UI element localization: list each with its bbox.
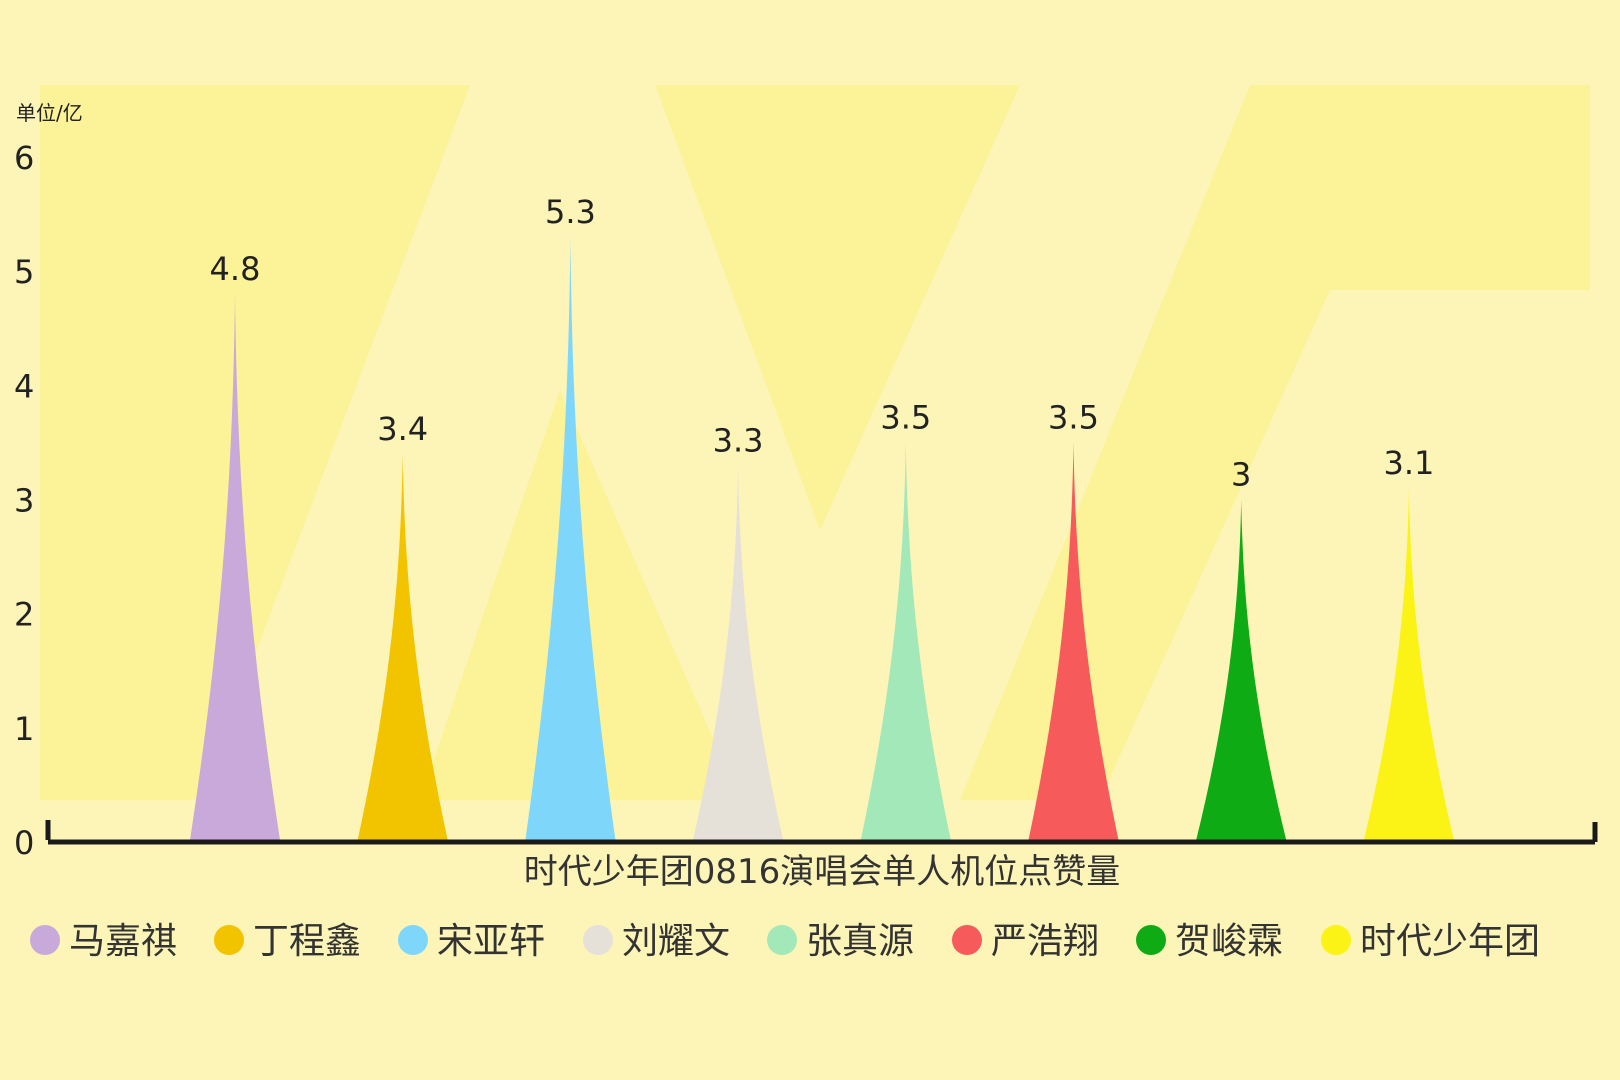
legend-item: 刘耀文 bbox=[583, 921, 730, 962]
y-tick-label: 1 bbox=[14, 710, 34, 748]
y-tick-label: 0 bbox=[14, 824, 34, 862]
spike-series bbox=[190, 236, 1454, 840]
legend-swatch bbox=[30, 925, 60, 955]
spike-mark bbox=[1363, 488, 1454, 840]
legend: 马嘉祺 丁程鑫 宋亚轩 刘耀文 张真源 严浩翔 贺峻霖 时代少年团 bbox=[30, 921, 1540, 962]
y-tick-label: 5 bbox=[14, 253, 34, 291]
data-label: 4.8 bbox=[210, 250, 261, 288]
y-tick-label: 4 bbox=[14, 367, 34, 405]
spike-mark bbox=[1196, 499, 1287, 840]
y-tick-label: 3 bbox=[14, 482, 34, 520]
spike-mark bbox=[1028, 442, 1119, 840]
data-label: 3.1 bbox=[1383, 444, 1434, 482]
y-axis: 0 1 2 3 4 5 6 bbox=[14, 139, 34, 862]
y-tick-label: 6 bbox=[14, 139, 34, 177]
legend-label: 张真源 bbox=[806, 921, 914, 962]
legend-label: 丁程鑫 bbox=[253, 921, 361, 962]
legend-item: 丁程鑫 bbox=[214, 921, 361, 962]
legend-item: 马嘉祺 bbox=[30, 921, 177, 962]
legend-item: 严浩翔 bbox=[952, 921, 1099, 962]
value-labels: 4.8 3.4 5.3 3.3 3.5 3.5 3 3.1 bbox=[210, 193, 1435, 494]
spike-mark bbox=[190, 294, 280, 840]
legend-label: 时代少年团 bbox=[1360, 921, 1540, 962]
legend-item: 宋亚轩 bbox=[398, 921, 545, 962]
x-axis-label: 时代少年团0816演唱会单人机位点赞量 bbox=[524, 852, 1121, 892]
legend-item: 贺峻霖 bbox=[1136, 921, 1283, 962]
legend-label: 贺峻霖 bbox=[1175, 921, 1283, 962]
legend-label: 马嘉祺 bbox=[69, 921, 177, 962]
legend-swatch bbox=[1136, 925, 1166, 955]
legend-swatch bbox=[214, 925, 244, 955]
legend-item: 时代少年团 bbox=[1321, 921, 1540, 962]
data-label: 3.5 bbox=[880, 398, 931, 436]
legend-swatch bbox=[583, 925, 613, 955]
data-label: 3.5 bbox=[1048, 398, 1099, 436]
legend-item: 张真源 bbox=[767, 921, 914, 962]
data-label: 3.4 bbox=[377, 410, 428, 448]
legend-swatch bbox=[398, 925, 428, 955]
y-tick-label: 2 bbox=[14, 596, 34, 634]
x-axis-baseline bbox=[45, 820, 1598, 845]
tnt-logo-watermark bbox=[40, 85, 1590, 800]
legend-swatch bbox=[952, 925, 982, 955]
legend-swatch bbox=[767, 925, 797, 955]
y-axis-unit-label: 单位/亿 bbox=[16, 101, 83, 125]
data-label: 3.3 bbox=[713, 421, 764, 459]
legend-label: 宋亚轩 bbox=[437, 921, 545, 962]
data-label: 5.3 bbox=[545, 193, 596, 231]
legend-label: 严浩翔 bbox=[991, 921, 1099, 962]
legend-label: 刘耀文 bbox=[622, 921, 730, 962]
legend-swatch bbox=[1321, 925, 1351, 955]
spike-mark bbox=[860, 442, 951, 840]
spike-mark bbox=[357, 453, 448, 840]
spike-mark bbox=[693, 465, 784, 840]
data-label: 3 bbox=[1231, 456, 1251, 494]
spike-mark bbox=[525, 236, 616, 840]
